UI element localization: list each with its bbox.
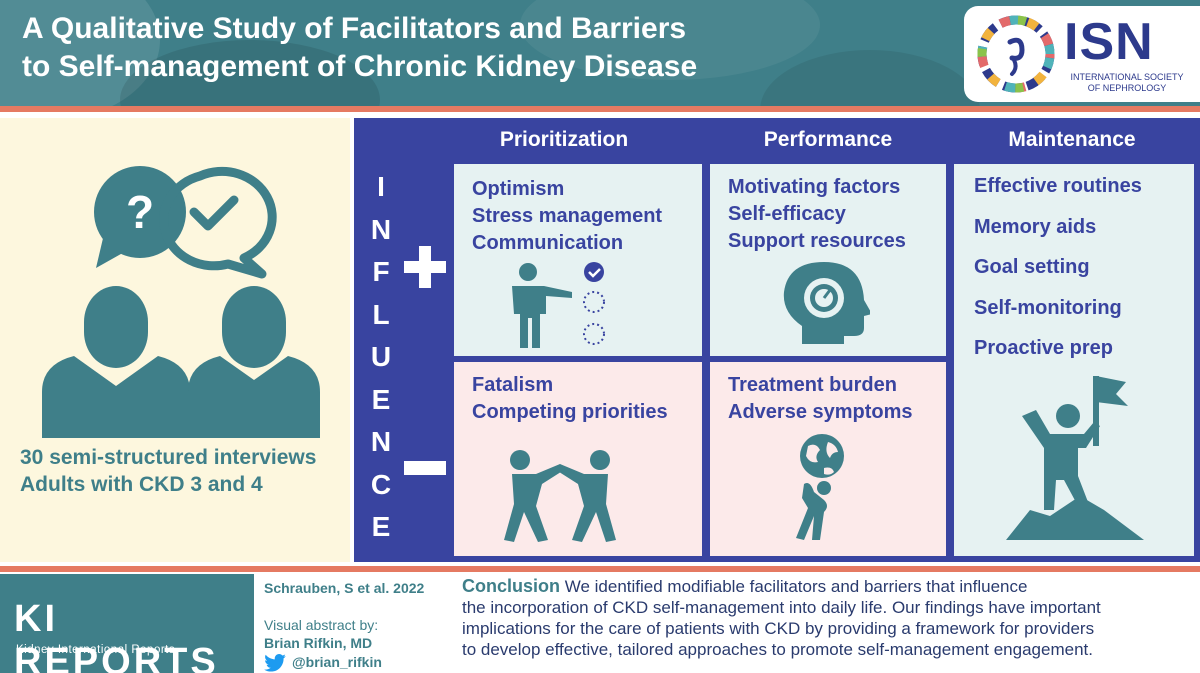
caption-line-1: 30 semi-structured interviews	[20, 446, 317, 469]
ki-reports-logo: KI REPORTS Kidney International Reports	[0, 574, 254, 673]
study-caption: 30 semi-structured interviews Adults wit…	[20, 444, 350, 498]
influence-letter: E	[371, 383, 391, 415]
list-item: Motivating factors	[728, 176, 901, 198]
list-item: Goal setting	[974, 256, 1090, 278]
performance-barriers: Treatment burden Adverse symptoms	[710, 362, 946, 556]
twitter-link[interactable]: @brian_rifkin	[264, 654, 382, 672]
list-item: Optimism	[472, 178, 565, 200]
interview-illustration: ?	[42, 166, 320, 438]
list-item: Support resources	[728, 230, 906, 252]
isn-sub-line-1: INTERNATIONAL SOCIETY	[1070, 72, 1184, 82]
influence-letter: L	[372, 298, 390, 330]
column-performance: Performance	[763, 128, 893, 151]
barrier-list: Fatalism Competing priorities	[472, 372, 668, 426]
conclusion-label: Conclusion	[462, 576, 560, 596]
header-banner: A Qualitative Study of Facilitators and …	[0, 0, 1200, 108]
influence-letter: E	[371, 511, 391, 542]
conclusion: Conclusion We identified modifiable faci…	[462, 576, 1198, 660]
check-bubble-icon	[159, 166, 277, 279]
isn-logo-subtitle: INTERNATIONAL SOCIETY OF NEPHROLOGY	[1068, 72, 1186, 94]
plus-icon	[404, 246, 446, 288]
page-title: A Qualitative Study of Facilitators and …	[22, 10, 922, 86]
head-gear-icon	[783, 262, 870, 344]
question-mark: ?	[126, 186, 154, 238]
facilitator-list: Motivating factors Self-efficacy Support…	[728, 174, 906, 255]
presenter-checklist-icon	[512, 262, 605, 348]
prioritization-facilitators: Optimism Stress management Communication	[454, 164, 702, 356]
list-item: Self-monitoring	[974, 296, 1122, 319]
list-item: Self-efficacy	[728, 203, 846, 225]
ki-reports-subtitle: Kidney International Reports	[16, 644, 176, 656]
visual-abstract-credit: Visual abstract by: Brian Rifkin, MD	[264, 616, 378, 652]
influence-letter: U	[370, 341, 392, 372]
maintenance-strategies: Effective routines Memory aids Goal sett…	[954, 164, 1194, 556]
twitter-handle: @brian_rifkin	[292, 654, 382, 670]
list-item: Fatalism	[472, 374, 554, 396]
conclusion-text-1: We identified modifiable facilitators an…	[560, 577, 1028, 596]
person-icon	[42, 286, 190, 438]
caption-line-2: Adults with CKD 3 and 4	[20, 473, 263, 496]
performance-facilitators: Motivating factors Self-efficacy Support…	[710, 164, 946, 356]
ki-reports-logo-text: KI REPORTS	[14, 598, 219, 673]
list-item: Competing priorities	[472, 401, 668, 423]
column-maintenance: Maintenance	[1008, 128, 1136, 151]
visual-abstract-label: Visual abstract by:	[264, 617, 379, 633]
minus-icon	[404, 461, 446, 475]
bottom-divider	[0, 566, 1200, 572]
maintenance-list: Effective routines Memory aids Goal sett…	[974, 172, 1142, 375]
list-item: Communication	[472, 232, 624, 254]
facilitator-list: Optimism Stress management Communication	[472, 176, 662, 257]
barrier-list: Treatment burden Adverse symptoms	[728, 372, 913, 426]
reference: Schrauben, S et al. 2022	[264, 580, 425, 596]
findings-grid: Prioritization Performance Maintenance I…	[354, 118, 1200, 562]
conclusion-line-3: implications for the care of patients wi…	[462, 619, 1095, 638]
influence-letter: I	[377, 171, 385, 202]
isn-logo: ISN INTERNATIONAL SOCIETY OF NEPHROLOGY	[964, 6, 1200, 102]
influence-letter: C	[370, 468, 392, 500]
prioritization-barriers: Fatalism Competing priorities	[454, 362, 702, 556]
title-line-1: A Qualitative Study of Facilitators and …	[22, 12, 687, 45]
isn-ring-icon	[977, 15, 1055, 93]
wrestlers-icon	[504, 450, 616, 542]
twitter-icon	[264, 654, 286, 672]
influence-letter: N	[370, 426, 392, 457]
author-name: Brian Rifkin, MD	[264, 635, 373, 651]
list-item: Treatment burden	[728, 374, 897, 396]
isn-logo-text: ISN	[1064, 13, 1154, 71]
list-item: Memory aids	[974, 215, 1097, 238]
person-icon	[188, 286, 320, 438]
top-divider	[0, 106, 1200, 112]
burden-globe-icon	[796, 434, 844, 540]
conclusion-line-2: the incorporation of CKD self-management…	[462, 598, 1101, 617]
title-line-2: to Self-management of Chronic Kidney Dis…	[22, 50, 698, 83]
list-item: Stress management	[472, 205, 663, 227]
column-prioritization: Prioritization	[499, 128, 629, 151]
influence-letter: F	[372, 256, 390, 287]
conclusion-line-4: to develop effective, tailored approache…	[462, 640, 1093, 659]
summit-flag-icon	[1006, 376, 1144, 540]
list-item: Proactive prep	[974, 337, 1113, 359]
study-panel: ? 30 semi-structured interviews Adults w…	[0, 118, 350, 562]
influence-label: I N F L U E N C E	[366, 166, 396, 549]
list-item: Adverse symptoms	[728, 401, 913, 423]
conclusion-line-1: Conclusion We identified modifiable faci…	[462, 576, 1198, 597]
isn-sub-line-2: OF NEPHROLOGY	[1087, 83, 1167, 93]
list-item: Effective routines	[974, 175, 1142, 197]
influence-letter: N	[370, 213, 392, 245]
